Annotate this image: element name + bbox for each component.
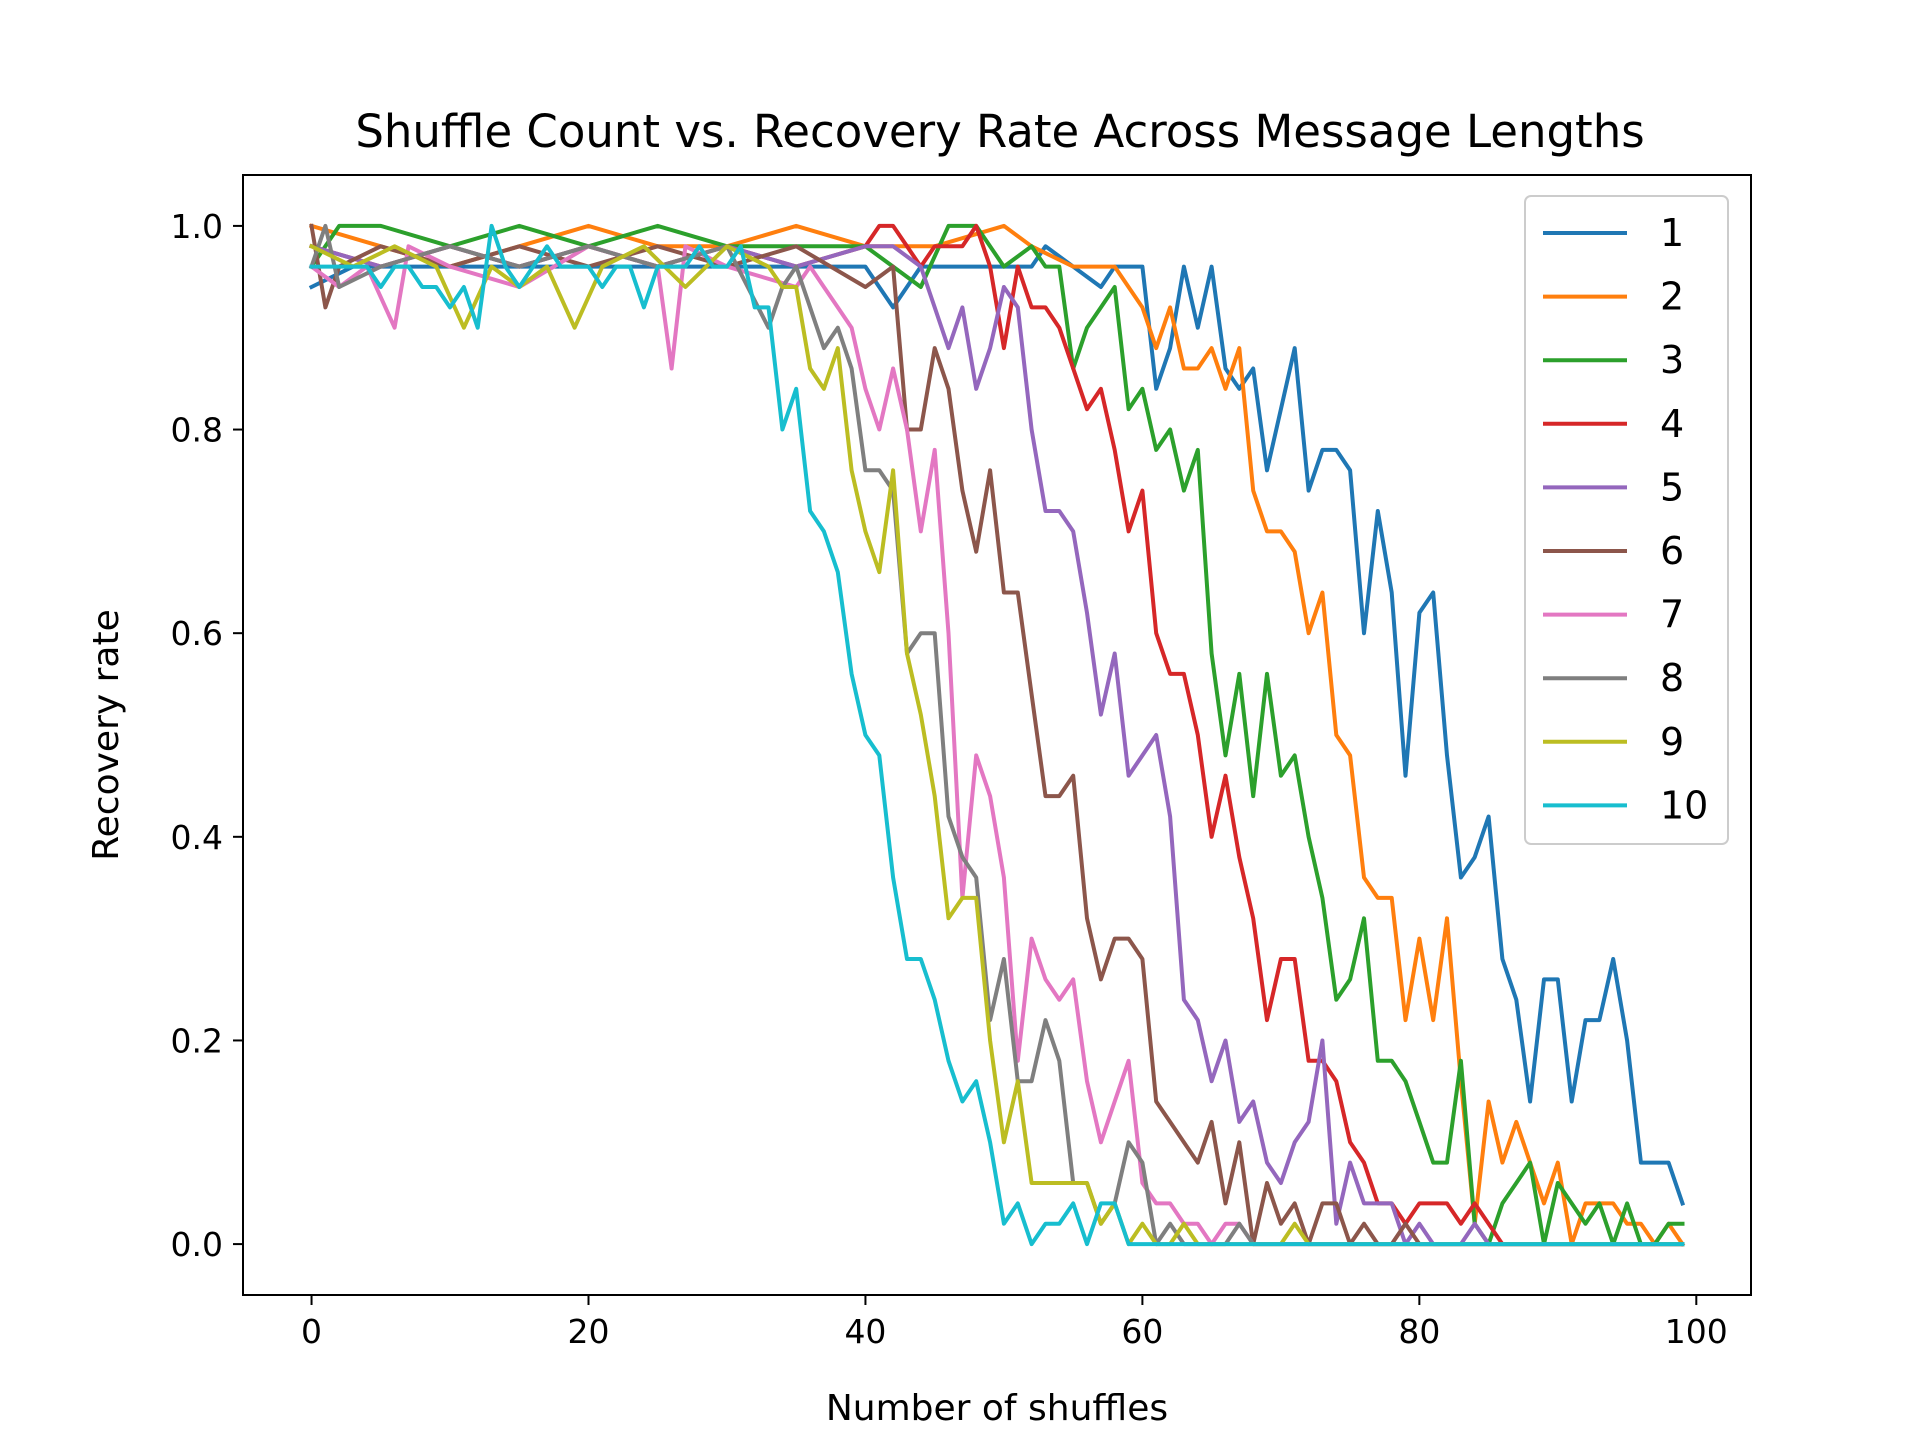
series-line-2	[309, 223, 1686, 1247]
legend-label-7: 7	[1660, 593, 1684, 637]
chart-title: Shuffle Count vs. Recovery Rate Across M…	[355, 105, 1644, 158]
series-line-5	[309, 243, 1685, 1247]
legend-label-10: 10	[1660, 783, 1708, 827]
x-tick-label: 20	[567, 1312, 609, 1351]
plot-frame	[242, 174, 1752, 1296]
series-line-1	[308, 244, 1686, 1206]
series-layer	[308, 223, 1686, 1247]
y-tick-label: 1.0	[171, 207, 223, 246]
x-tick-label: 0	[301, 1312, 322, 1351]
legend-label-2: 2	[1660, 275, 1684, 319]
x-tick-label: 60	[1121, 1312, 1163, 1351]
legend-label-4: 4	[1660, 402, 1684, 446]
legend-label-5: 5	[1660, 465, 1684, 509]
y-tick-label: 0.0	[171, 1225, 223, 1264]
legend-label-6: 6	[1660, 529, 1684, 573]
legend-label-8: 8	[1660, 656, 1684, 700]
legend-label-9: 9	[1660, 720, 1684, 764]
legend-label-1: 1	[1660, 211, 1684, 255]
y-tick-label: 0.2	[171, 1021, 223, 1060]
series-line-9	[308, 243, 1685, 1247]
y-axis-label: Recovery rate	[86, 609, 127, 861]
series-line-6	[309, 223, 1685, 1247]
series-line-10	[309, 223, 1685, 1247]
y-tick-label: 0.8	[171, 411, 223, 450]
legend-box	[1524, 195, 1729, 845]
y-tick-label: 0.4	[171, 818, 223, 857]
legend: 1 2 3 4 5 6 7 8 9 10	[1524, 195, 1729, 845]
y-axis: 0.0 0.2 0.4 0.6 0.8 1.0	[171, 207, 243, 1264]
legend-label-3: 3	[1660, 338, 1684, 382]
x-tick-label: 40	[844, 1312, 886, 1351]
x-axis: 0 20 40 60 80 100	[301, 1295, 1728, 1351]
x-tick-label: 80	[1398, 1312, 1440, 1351]
series-line-4	[309, 223, 1685, 1247]
x-axis-label: Number of shuffles	[826, 1388, 1168, 1429]
y-tick-label: 0.6	[171, 614, 223, 653]
x-tick-label: 100	[1665, 1312, 1728, 1351]
